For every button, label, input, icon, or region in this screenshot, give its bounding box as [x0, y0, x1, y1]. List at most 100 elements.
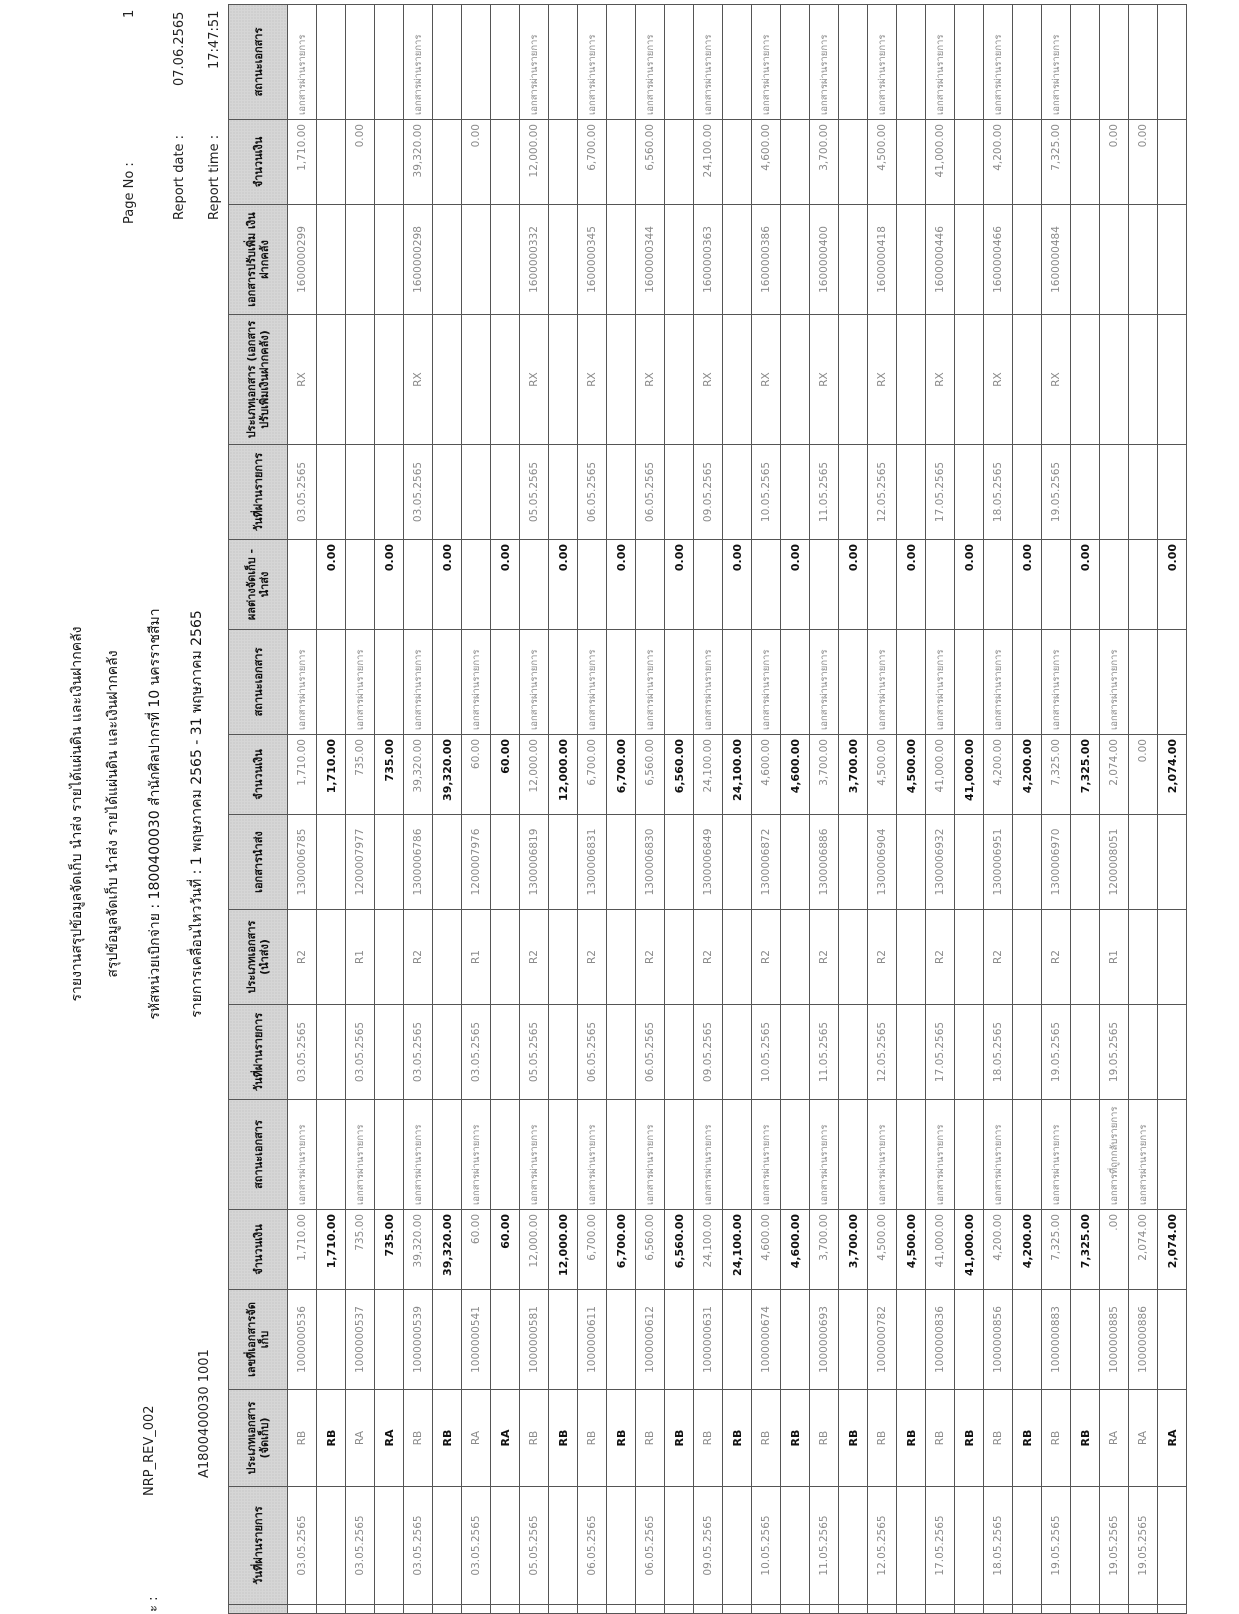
table-cell: [374, 119, 404, 205]
table-cell: RX: [751, 314, 781, 445]
table-cell: เอกสารผ่านรายการ: [693, 629, 723, 735]
table-cell: 1600000299: [287, 204, 317, 315]
table-cell: 03.05.2565: [403, 1004, 433, 1100]
table-cell: [780, 814, 810, 910]
table-cell: [954, 314, 984, 445]
table-cell: [1099, 314, 1129, 445]
table-cell: [1128, 204, 1158, 315]
report-subtitle: สรุปข้อมูลจัดเก็บ นำส่ง รายได้แผ่นดิน แล…: [105, 650, 121, 978]
table-cell: 6,560.00: [664, 1209, 694, 1290]
table-row: 03.05.2565 RB 1000000536 1,710.00 เอกสารผ่าน…: [287, 4, 317, 1614]
table-cell: [403, 539, 433, 630]
table-cell: 1000000612: [635, 1289, 665, 1390]
table-row: 06.05.2565 RB 1000000611 6,700.00 เอกสารผ่าน…: [577, 4, 607, 1614]
table-cell: RX: [809, 314, 839, 445]
table-cell: 1300006786: [403, 814, 433, 910]
table-cell: [374, 1099, 404, 1210]
table-cell: เอกสารผ่านรายการ: [635, 1099, 665, 1210]
table-cell: 1600000344: [635, 204, 665, 315]
table-cell: [461, 444, 491, 540]
table-cell: [838, 1004, 868, 1100]
table-cell: เอกสารผ่านรายการ: [287, 4, 317, 120]
table-cell: 19.05.2565: [1099, 1486, 1129, 1605]
subtotal-row: RB 7,325.00 7,325.00 0.00: [1070, 4, 1100, 1614]
table-cell: [606, 814, 636, 910]
cut-cell: [1099, 1604, 1129, 1614]
table-cell: 2,074.00: [1157, 734, 1187, 815]
column-header: สถานะเอกสาร: [228, 4, 288, 120]
table-cell: 6,560.00: [635, 734, 665, 815]
table-cell: [780, 1289, 810, 1390]
table-cell: RX: [693, 314, 723, 445]
table-cell: RB: [316, 1389, 346, 1487]
table-cell: 1000000885: [1099, 1289, 1129, 1390]
cut-cell: [461, 1604, 491, 1614]
table-cell: [780, 1004, 810, 1100]
table-cell: [664, 314, 694, 445]
table-cell: RB: [693, 1389, 723, 1487]
table-cell: 6,560.00: [635, 1209, 665, 1290]
table-cell: RB: [954, 1389, 984, 1487]
table-cell: 6,560.00: [635, 119, 665, 205]
table-cell: [548, 314, 578, 445]
table-cell: [896, 1004, 926, 1100]
table-cell: เอกสารผ่านรายการ: [635, 4, 665, 120]
table-cell: [490, 909, 520, 1005]
table-cell: 4,600.00: [780, 1209, 810, 1290]
table-cell: [461, 539, 491, 630]
table-cell: [490, 314, 520, 445]
table-cell: [374, 1289, 404, 1390]
table-cell: RB: [925, 1389, 955, 1487]
table-cell: RX: [577, 314, 607, 445]
table-cell: [1157, 629, 1187, 735]
table-cell: [1012, 314, 1042, 445]
table-cell: [490, 204, 520, 315]
table-cell: 4,600.00: [751, 734, 781, 815]
table-cell: [316, 314, 346, 445]
table-cell: [664, 629, 694, 735]
table-cell: [1012, 629, 1042, 735]
table-cell: [606, 204, 636, 315]
table-cell: [1070, 1486, 1100, 1605]
table-cell: [1128, 4, 1158, 120]
table-cell: [1070, 1004, 1100, 1100]
table-cell: 0.00: [722, 539, 752, 630]
table-cell: [606, 1004, 636, 1100]
subtotal-row: RB 39,320.00 39,320.00 0.00: [432, 4, 462, 1614]
table-cell: [838, 629, 868, 735]
table-cell: 6,560.00: [664, 734, 694, 815]
table-cell: 0.00: [1012, 539, 1042, 630]
table-cell: 03.05.2565: [287, 1004, 317, 1100]
table-cell: เอกสารผ่านรายการ: [925, 629, 955, 735]
table-cell: [896, 444, 926, 540]
table-cell: เอกสารผ่านรายการ: [693, 4, 723, 120]
table-cell: [1012, 119, 1042, 205]
cut-cell: [577, 1604, 607, 1614]
cut-column-header: [228, 1604, 288, 1614]
table-row: 03.05.2565 RA 1000000541 60.00 เอกสารผ่านราย…: [461, 4, 491, 1614]
table-cell: 4,500.00: [896, 1209, 926, 1290]
table-cell: [316, 119, 346, 205]
table-cell: 1000000886: [1128, 1289, 1158, 1390]
subtotal-row: RB 4,200.00 4,200.00 0.00: [1012, 4, 1042, 1614]
table-cell: R2: [635, 909, 665, 1005]
table-cell: เอกสารผ่านรายการ: [403, 4, 433, 120]
table-cell: [664, 444, 694, 540]
column-header: ประเภทเอกสาร (เอกสารปรับเพิ่มเงินฝากคลัง…: [228, 314, 288, 445]
table-cell: [432, 4, 462, 120]
table-cell: 19.05.2565: [1099, 1004, 1129, 1100]
subtotal-row: RB 4,500.00 4,500.00 0.00: [896, 4, 926, 1614]
table-cell: 18.05.2565: [983, 1004, 1013, 1100]
table-cell: 60.00: [490, 734, 520, 815]
table-cell: [1157, 314, 1187, 445]
subtotal-row: RB 41,000.00 41,000.00 0.00: [954, 4, 984, 1614]
table-cell: 03.05.2565: [403, 444, 433, 540]
cut-cell: [751, 1604, 781, 1614]
cut-cell: [896, 1604, 926, 1614]
table-cell: [1070, 1099, 1100, 1210]
table-cell: 1600000332: [519, 204, 549, 315]
column-header: ประเภทเอกสาร (จัดเก็บ): [228, 1389, 288, 1487]
table-cell: [432, 444, 462, 540]
table-cell: เอกสารผ่านรายการ: [809, 629, 839, 735]
table-cell: [316, 444, 346, 540]
